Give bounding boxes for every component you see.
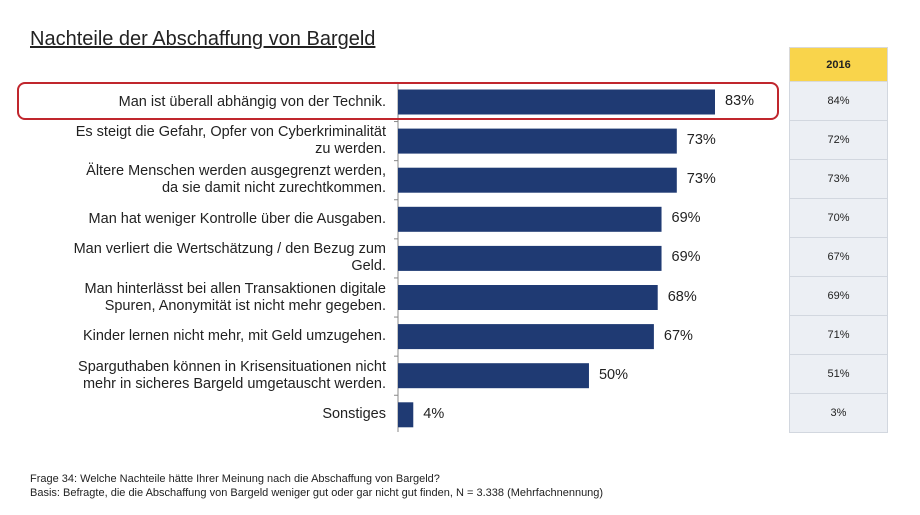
value-label: 69% [671,210,701,227]
category-label-line: Geld. [351,258,386,275]
category-label-line: da sie damit nicht zurechtkommen. [161,180,386,197]
category-label-line: mehr in sicheres Bargeld umgetauscht wer… [82,375,386,392]
comparison-cell: 71% [789,316,888,355]
value-label: 50% [598,366,628,383]
category-label-line: Ältere Menschen werden ausgegrenzt werde… [86,163,386,180]
bar [398,285,658,310]
bar [398,206,662,232]
chart-title: Nachteile der Abschaffung von Bargeld [30,28,376,50]
comparison-column: 2016 84% 72% 73% 70% 67% 69% 71% 51% 3% [789,47,888,433]
category-label: Man verliert die Wertschätzung / den Bez… [26,241,386,275]
category-label-line: Es steigt die Gefahr, Opfer von Cyberkri… [75,124,386,141]
value-label: 68% [667,288,697,305]
category-label-line: Man hinterlässt bei allen Transaktionen … [84,280,386,297]
category-label: Sparguthaben können in Krisensituationen… [26,359,386,393]
comparison-cell: 73% [789,160,888,199]
category-label-line: Man hat weniger Kontrolle über die Ausga… [88,210,386,227]
category-label: Man ist überall abhängig von der Technik… [26,94,386,111]
category-label-line: Man ist überall abhängig von der Technik… [118,93,386,110]
category-label: Sonstiges [26,406,386,423]
bar [398,167,677,193]
comparison-cell: 72% [789,121,888,160]
comparison-cell: 51% [789,355,888,394]
category-label: Ältere Menschen werden ausgegrenzt werde… [26,163,386,197]
category-label: Man hinterlässt bei allen Transaktionen … [26,281,386,315]
bar [398,402,414,428]
category-label-line: Man verliert die Wertschätzung / den Bez… [73,241,386,258]
value-label: 4% [423,405,445,422]
category-label-line: Sonstiges [322,406,386,423]
value-label: 73% [686,171,716,188]
value-label: 67% [663,327,693,344]
category-label: Es steigt die Gefahr, Opfer von Cyberkri… [26,124,386,158]
bar [398,89,715,115]
category-label-line: Spuren, Anonymität ist nicht mehr gegebe… [104,297,386,314]
comparison-cell: 70% [789,199,888,238]
footnote-basis: Basis: Befragte, die die Abschaffung von… [30,487,604,499]
bar [398,245,662,271]
category-label-line: Kinder lernen nicht mehr, mit Geld umzug… [82,328,386,345]
highlight-frame [17,82,779,120]
comparison-header: 2016 [789,47,888,82]
footnote-question: Frage 34: Welche Nachteile hätte Ihrer M… [30,473,440,485]
category-label: Man hat weniger Kontrolle über die Ausga… [26,211,386,228]
category-label-line: zu werden. [315,141,386,158]
value-label: 69% [671,249,701,266]
comparison-cell: 3% [789,394,888,433]
footnote: Frage 34: Welche Nachteile hätte Ihrer M… [30,472,603,500]
bar [398,324,654,350]
comparison-cells: 84% 72% 73% 70% 67% 69% 71% 51% 3% [789,82,888,433]
comparison-cell: 67% [789,238,888,277]
category-label: Kinder lernen nicht mehr, mit Geld umzug… [26,328,386,345]
bar [398,128,677,154]
comparison-cell: 69% [789,277,888,316]
value-label: 83% [725,93,755,109]
value-label: 73% [686,132,716,149]
category-label-line: Sparguthaben können in Krisensituationen… [78,358,386,375]
bar [398,363,589,389]
comparison-cell: 84% [789,82,888,121]
